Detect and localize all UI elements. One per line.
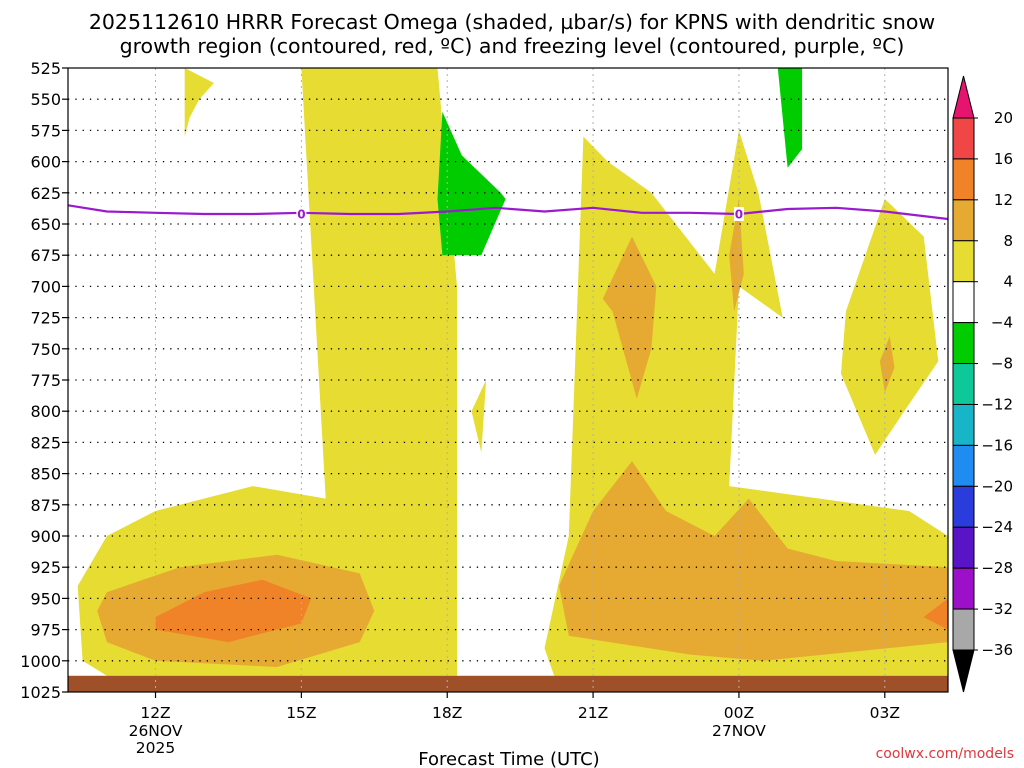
surface-band-layer — [68, 675, 948, 692]
y-tick-label-950: 950 — [30, 589, 61, 608]
y-tick-label-825: 825 — [30, 433, 61, 452]
x-tick-label-15Z: 15Z — [286, 704, 316, 722]
y-tick-label-800: 800 — [30, 402, 61, 421]
y-tick-label-675: 675 — [30, 246, 61, 265]
omega-region-7 — [729, 199, 744, 312]
colorbar-segment-7 — [952, 403, 975, 446]
omega-region-10 — [155, 579, 312, 643]
y-axis: 525 550 575 600 625 650 675 700 725 750 775 800 825 8… — [20, 59, 68, 702]
y-tick-label-750: 750 — [30, 340, 61, 359]
x-tick-label-12Z: 12Z — [140, 704, 170, 722]
contour-label-bg-1 — [733, 207, 744, 222]
x-tick-label-18Z: 18Z — [432, 704, 462, 722]
contour-label-1: 0 — [735, 208, 743, 222]
y-tick-label-550: 550 — [30, 90, 61, 109]
credit-text: coolwx.com/models — [876, 746, 1014, 762]
colorbar-label-9: −20 — [981, 477, 1013, 495]
colorbar-label-5: −4 — [991, 314, 1013, 332]
colorbar-label-4: 4 — [1003, 273, 1013, 291]
colorbar-label-8: −16 — [981, 436, 1013, 454]
colorbar-segment-4 — [952, 281, 975, 324]
colorbar-label-13: −36 — [981, 641, 1013, 659]
colorbar-segment-2 — [952, 199, 975, 242]
omega-region-13 — [777, 68, 803, 168]
y-tick-label-925: 925 — [30, 558, 61, 577]
colorbar-label-3: 8 — [1003, 232, 1013, 250]
omega-region-4 — [841, 199, 939, 455]
omega-region-11 — [923, 598, 948, 630]
chart-title-line-2: growth region (contoured, red, ºC) and f… — [120, 34, 905, 58]
colorbar-segment-1 — [952, 158, 975, 201]
y-tick-label-600: 600 — [30, 153, 61, 172]
contour-label-0: 0 — [297, 208, 305, 222]
colorbar-label-7: −12 — [981, 395, 1013, 413]
omega-region-9 — [879, 336, 895, 393]
colorbar-label-2: 12 — [994, 191, 1013, 209]
omega-shading-layer — [77, 68, 948, 676]
freezing-level-line — [68, 204, 948, 221]
y-tick-label-1025: 1025 — [20, 683, 61, 702]
colorbar-segment-10 — [952, 526, 975, 569]
colorbar-label-6: −8 — [991, 355, 1013, 373]
colorbar-segment-3 — [952, 240, 975, 283]
colorbar-label-12: −32 — [981, 600, 1013, 618]
y-tick-label-900: 900 — [30, 527, 61, 546]
omega-region-8 — [559, 461, 948, 661]
y-tick-label-1000: 1000 — [20, 652, 61, 671]
colorbar-segment-0 — [952, 117, 975, 160]
y-tick-label-725: 725 — [30, 309, 61, 328]
y-tick-label-625: 625 — [30, 184, 61, 203]
y-tick-label-575: 575 — [30, 121, 61, 140]
y-tick-label-700: 700 — [30, 277, 61, 296]
y-tick-label-975: 975 — [30, 621, 61, 640]
colorbar-segment-9 — [952, 485, 975, 528]
grid-layer — [68, 68, 948, 692]
colorbar-segment-5 — [952, 322, 975, 365]
colorbar-label-11: −28 — [981, 559, 1013, 577]
x-tick-date-00Z: 27NOV — [712, 722, 766, 740]
omega-region-12 — [437, 111, 506, 256]
omega-region-2 — [471, 380, 487, 453]
x-axis-title: Forecast Time (UTC) — [418, 749, 599, 768]
colorbar-bottom-arrow — [952, 649, 975, 693]
y-tick-label-875: 875 — [30, 496, 61, 515]
omega-region-1 — [77, 68, 457, 676]
x-tick-date-12Z: 26NOV — [129, 722, 183, 740]
x-tick-label-00Z: 00Z — [724, 704, 754, 722]
colorbar-label-10: −24 — [981, 518, 1013, 536]
colorbar-segment-6 — [952, 363, 975, 405]
y-tick-label-525: 525 — [30, 59, 61, 78]
colorbar-label-0: 20 — [994, 109, 1013, 127]
surface-band — [68, 675, 948, 692]
chart-title-line-1: 2025112610 HRRR Forecast Omega (shaded, … — [89, 10, 935, 34]
contour-label-bg-0 — [296, 207, 307, 222]
y-tick-label-775: 775 — [30, 371, 61, 390]
x-tick-label-21Z: 21Z — [578, 704, 608, 722]
omega-region-0 — [184, 68, 214, 137]
colorbar: 20 16 12 8 4 −4 −8 −12 −16 −20 −24 −28 −32 −36 — [952, 75, 1013, 693]
x-tick-year-12Z: 2025 — [136, 739, 175, 757]
y-tick-label-850: 850 — [30, 465, 61, 484]
colorbar-segment-8 — [952, 444, 975, 487]
y-tick-label-650: 650 — [30, 215, 61, 234]
colorbar-label-1: 16 — [994, 150, 1013, 168]
omega-region-6 — [602, 236, 657, 399]
colorbar-segment-12 — [952, 608, 975, 651]
x-tick-label-03Z: 03Z — [870, 704, 900, 722]
colorbar-segment-11 — [952, 567, 975, 610]
